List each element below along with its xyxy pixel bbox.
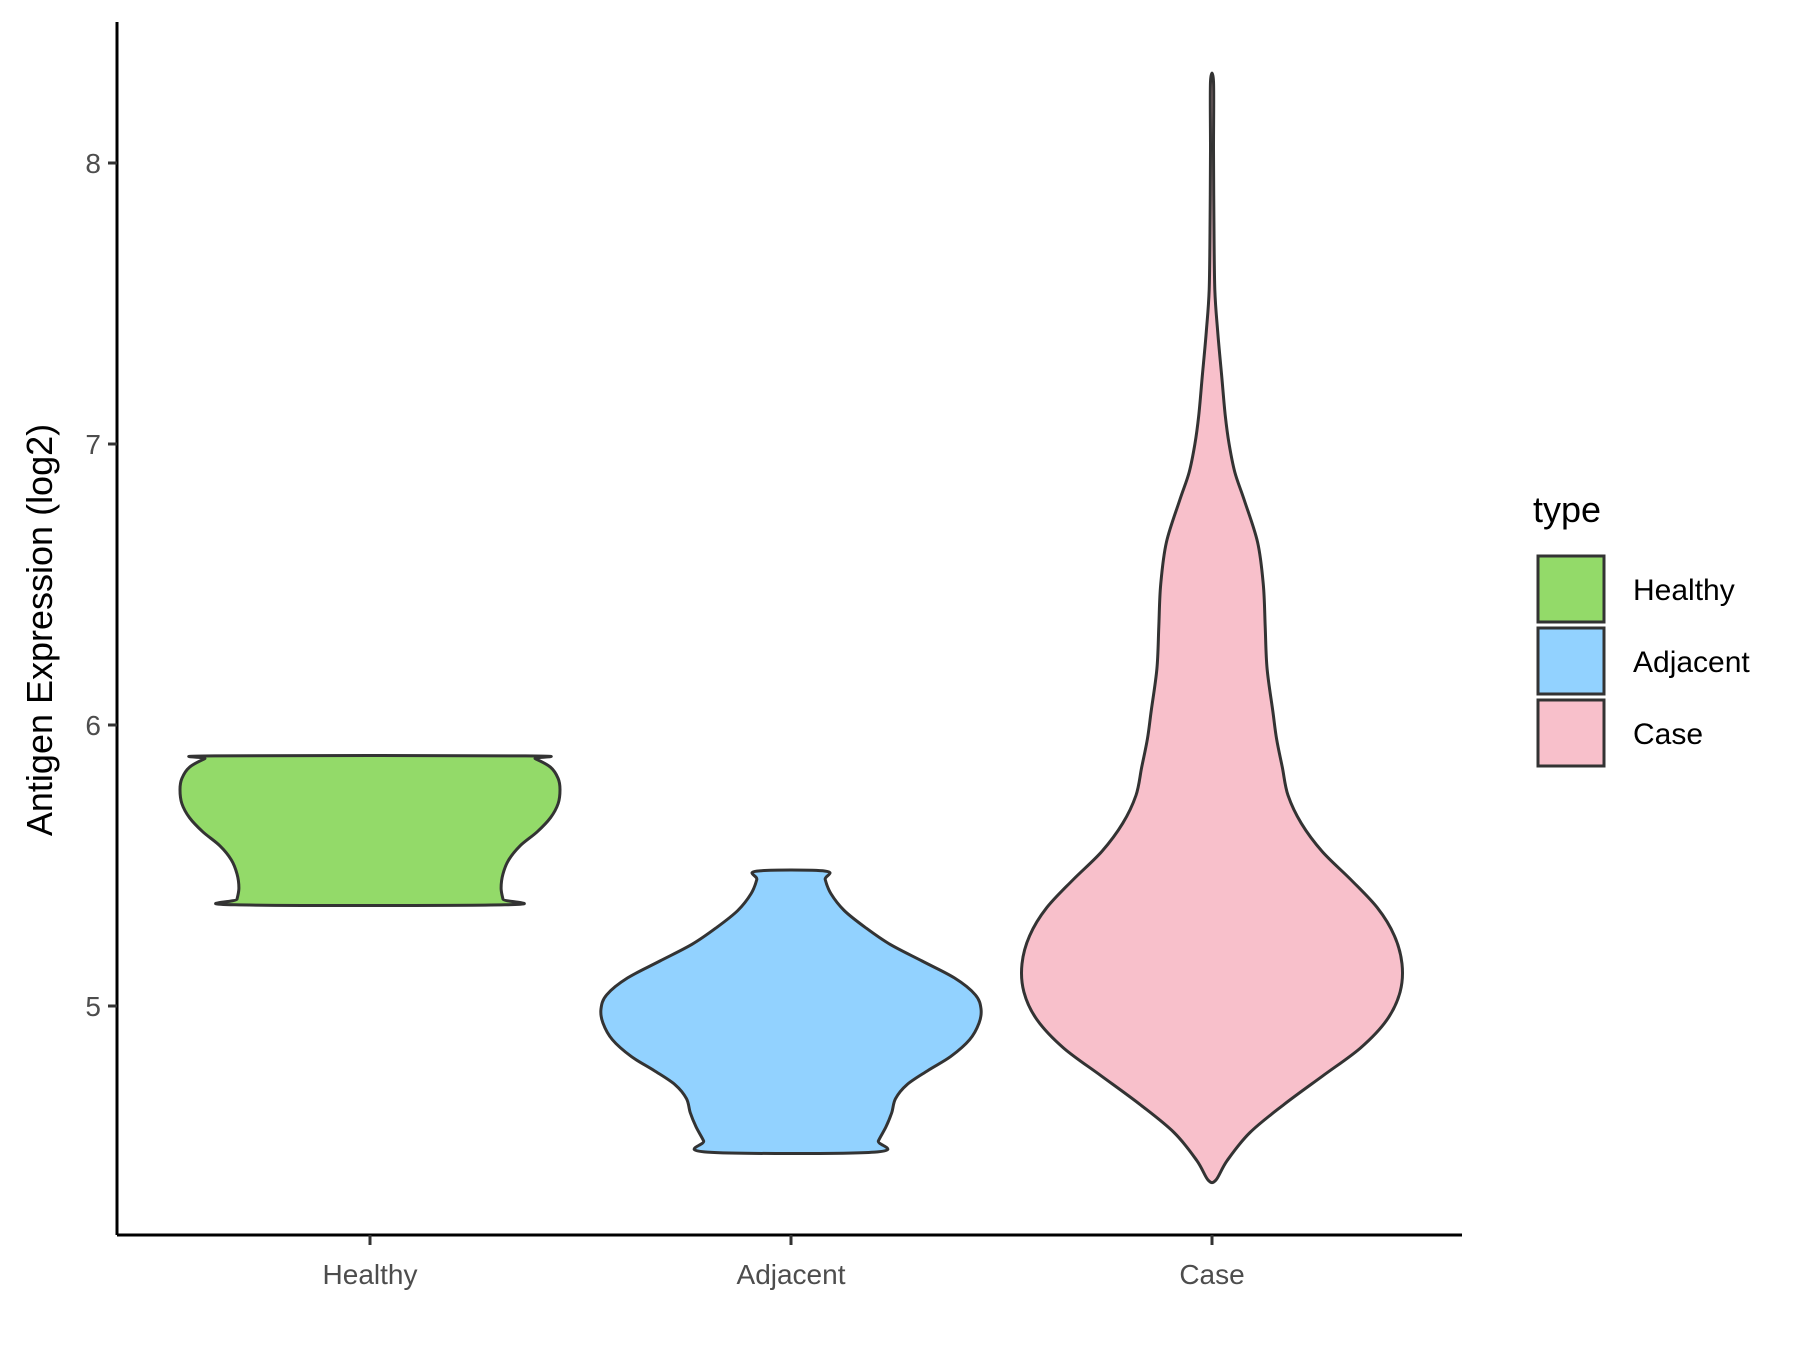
violin-case [1020, 71, 1404, 1185]
x-tick-label-case: Case [1179, 1259, 1244, 1290]
x-tick-label-adjacent: Adjacent [737, 1259, 846, 1290]
legend-label-case: Case [1633, 718, 1703, 751]
legend-label-healthy: Healthy [1633, 574, 1735, 607]
legend-label-adjacent: Adjacent [1633, 646, 1750, 679]
y-axis-title: Antigen Expression (log2) [19, 424, 60, 836]
violin-healthy [178, 754, 562, 908]
legend-title: type [1533, 489, 1601, 530]
axes-layer: 5 6 7 8 Healthy Adjacent Case [85, 22, 1462, 1290]
violin-adjacent [599, 868, 983, 1156]
x-tick-label-healthy: Healthy [323, 1259, 418, 1290]
legend-swatch-healthy [1536, 554, 1606, 624]
violin-layer [178, 71, 1404, 1185]
legend-swatch-case [1536, 698, 1606, 768]
legend: type Healthy Adjacent Case [1533, 489, 1750, 768]
y-tick-label: 6 [85, 710, 101, 741]
y-tick-label: 7 [85, 429, 101, 460]
y-tick-label: 8 [85, 148, 101, 179]
legend-swatch-adjacent [1536, 626, 1606, 696]
y-tick-label: 5 [85, 991, 101, 1022]
